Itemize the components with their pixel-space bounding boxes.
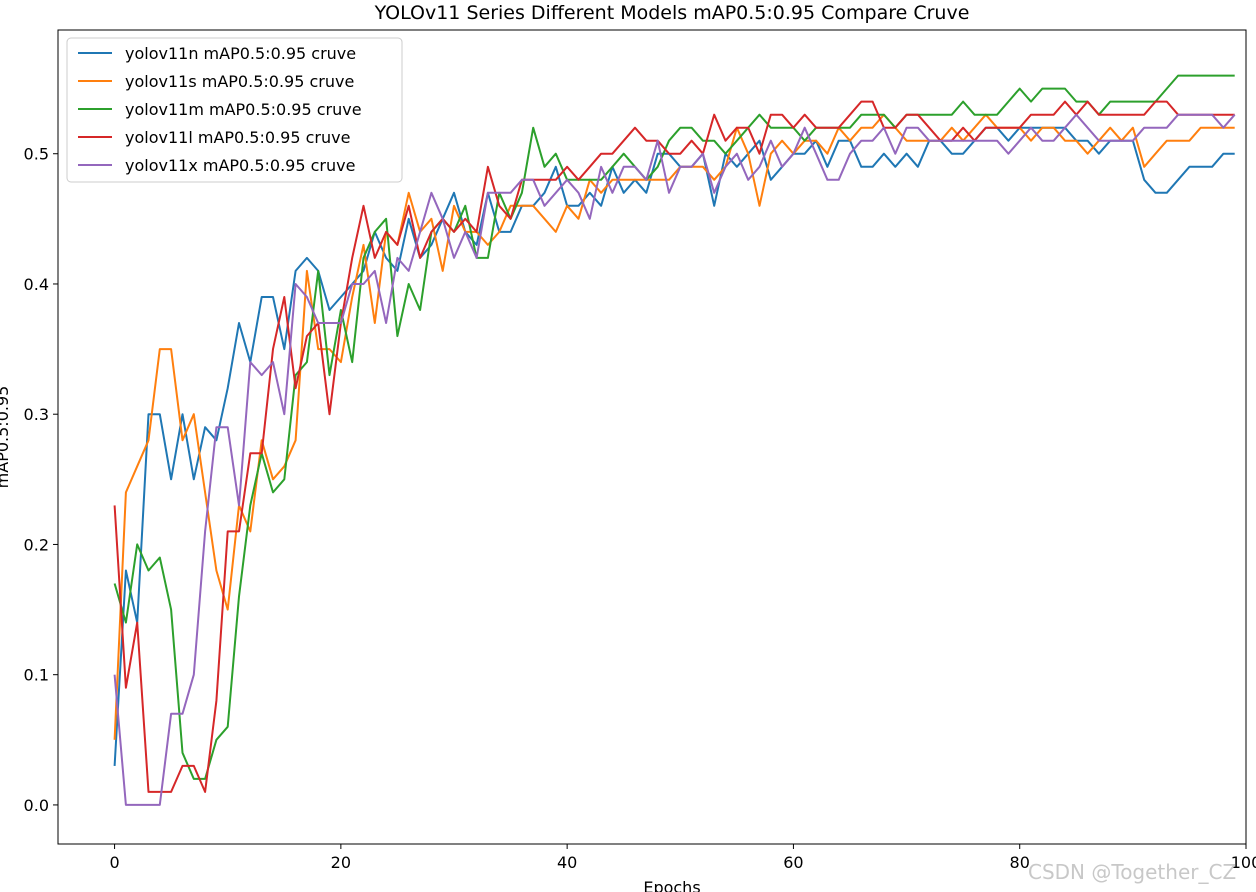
- legend-entry: yolov11s mAP0.5:0.95 cruve: [125, 72, 354, 91]
- series-line-4: [113, 100, 1235, 793]
- y-axis: 0.0 0.1 0.2 0.3 0.4 0.5: [24, 145, 58, 815]
- legend-box: [66, 37, 403, 183]
- y-tick-label: 0.2: [24, 535, 49, 554]
- y-tick-label: 0.4: [24, 275, 49, 294]
- x-tick-label: 80: [1010, 853, 1030, 872]
- legend: yolov11n mAP0.5:0.95 cruve yolov11s mAP0.…: [66, 37, 403, 183]
- watermark: CSDN @Together_CZ: [1028, 860, 1236, 884]
- series-layer: [113, 74, 1236, 806]
- legend-entry: yolov11x mAP0.5:0.95 cruve: [125, 156, 355, 175]
- legend-entry: yolov11m mAP0.5:0.95 cruve: [125, 100, 362, 119]
- x-axis: 0 20 40 60 80 100: [109, 844, 1256, 872]
- plot-frame: [57, 29, 1247, 845]
- series-line-5: [113, 113, 1236, 806]
- series-line-2: [113, 113, 1235, 740]
- x-tick-label: 20: [331, 853, 351, 872]
- series-line-1: [113, 126, 1235, 766]
- x-axis-label: Epochs: [643, 878, 700, 892]
- x-tick-label: 60: [783, 853, 803, 872]
- x-tick-label: 40: [557, 853, 577, 872]
- y-tick-label: 0.3: [24, 405, 49, 424]
- series-line-3: [113, 74, 1235, 780]
- legend-entry: yolov11l mAP0.5:0.95 cruve: [125, 128, 350, 147]
- legend-entry: yolov11n mAP0.5:0.95 cruve: [125, 44, 356, 63]
- y-tick-label: 0.1: [24, 666, 49, 685]
- chart-title: YOLOv11 Series Different Models mAP0.5:0…: [374, 2, 970, 24]
- y-tick-label: 0.5: [24, 145, 49, 164]
- y-axis-label: mAP0.5:0.95: [0, 386, 12, 489]
- x-tick-label: 0: [109, 853, 119, 872]
- y-tick-label: 0.0: [24, 796, 49, 815]
- x-tick-label: 100: [1231, 853, 1256, 872]
